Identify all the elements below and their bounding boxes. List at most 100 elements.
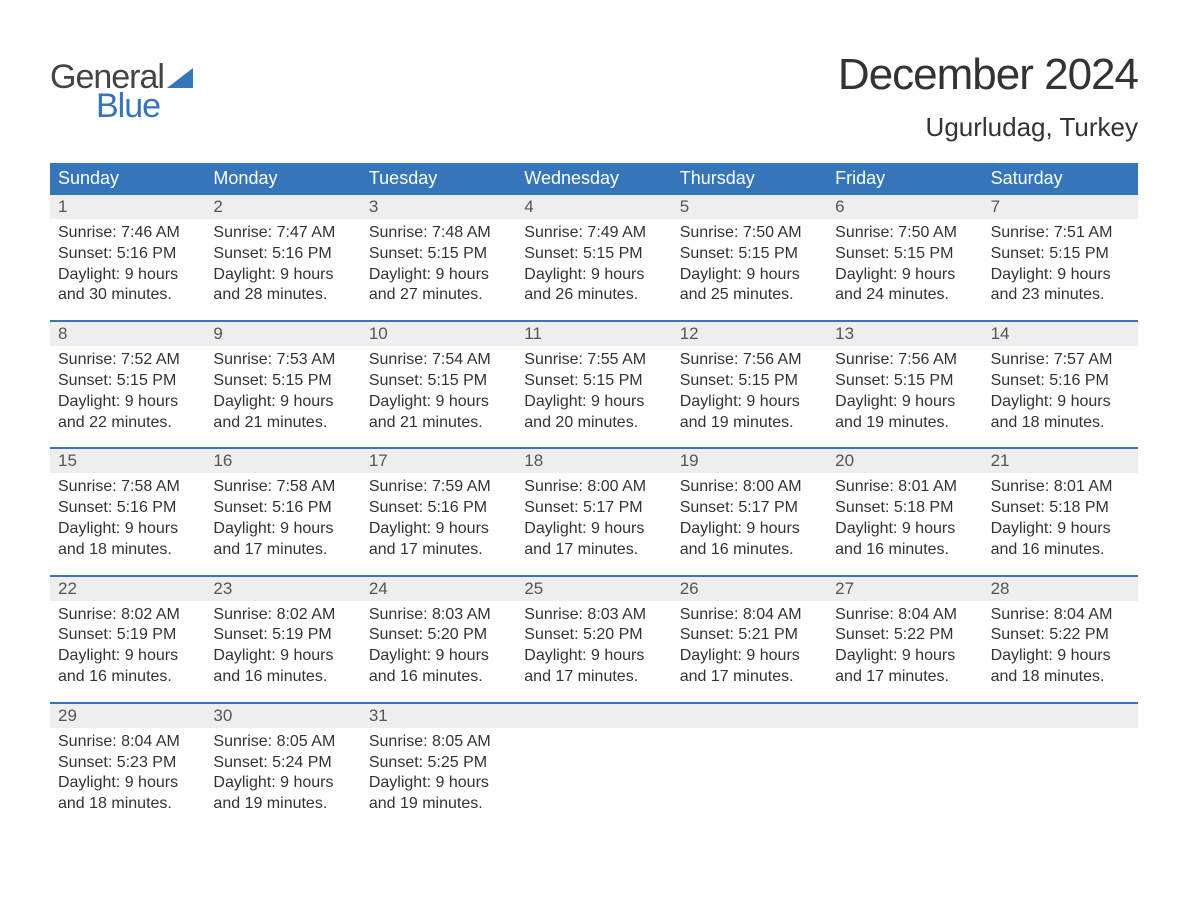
sunrise-line: Sunrise: 7:47 AM: [213, 223, 352, 244]
sunrise-line: Sunrise: 7:58 AM: [213, 477, 352, 498]
weekday-header-row: SundayMondayTuesdayWednesdayThursdayFrid…: [50, 163, 1138, 195]
week-row: 22232425262728Sunrise: 8:02 AMSunset: 5:…: [50, 575, 1138, 688]
sunset-line: Sunset: 5:23 PM: [58, 753, 197, 774]
weeks-container: 1234567Sunrise: 7:46 AMSunset: 5:16 PMDa…: [50, 195, 1138, 815]
daylight-line: Daylight: 9 hours and 22 minutes.: [58, 392, 197, 434]
sunset-line: Sunset: 5:16 PM: [991, 371, 1130, 392]
day-cell: Sunrise: 8:02 AMSunset: 5:19 PMDaylight:…: [50, 601, 205, 688]
sunset-line: Sunset: 5:16 PM: [58, 498, 197, 519]
sunrise-line: Sunrise: 8:03 AM: [524, 605, 663, 626]
day-number: 23: [205, 577, 360, 601]
sunrise-line: Sunrise: 8:02 AM: [213, 605, 352, 626]
daynum-row: 891011121314: [50, 322, 1138, 346]
day-cell: Sunrise: 8:04 AMSunset: 5:23 PMDaylight:…: [50, 728, 205, 815]
logo: General Blue: [50, 50, 197, 126]
sunset-line: Sunset: 5:15 PM: [835, 371, 974, 392]
daylight-line: Daylight: 9 hours and 25 minutes.: [680, 265, 819, 307]
sunset-line: Sunset: 5:22 PM: [991, 625, 1130, 646]
day-number: 12: [672, 322, 827, 346]
day-cell: Sunrise: 8:02 AMSunset: 5:19 PMDaylight:…: [205, 601, 360, 688]
daybody-row: Sunrise: 8:04 AMSunset: 5:23 PMDaylight:…: [50, 728, 1138, 815]
daylight-line: Daylight: 9 hours and 16 minutes.: [991, 519, 1130, 561]
weekday-header: Sunday: [50, 163, 205, 195]
sunrise-line: Sunrise: 8:04 AM: [680, 605, 819, 626]
daylight-line: Daylight: 9 hours and 16 minutes.: [369, 646, 508, 688]
day-number: 18: [516, 449, 671, 473]
day-cell: Sunrise: 8:00 AMSunset: 5:17 PMDaylight:…: [672, 473, 827, 560]
daylight-line: Daylight: 9 hours and 16 minutes.: [835, 519, 974, 561]
daybody-row: Sunrise: 7:52 AMSunset: 5:15 PMDaylight:…: [50, 346, 1138, 433]
day-cell: Sunrise: 8:03 AMSunset: 5:20 PMDaylight:…: [516, 601, 671, 688]
day-number: 9: [205, 322, 360, 346]
day-number: 26: [672, 577, 827, 601]
day-cell: Sunrise: 7:58 AMSunset: 5:16 PMDaylight:…: [50, 473, 205, 560]
daylight-line: Daylight: 9 hours and 18 minutes.: [58, 519, 197, 561]
daylight-line: Daylight: 9 hours and 18 minutes.: [991, 646, 1130, 688]
sunrise-line: Sunrise: 7:54 AM: [369, 350, 508, 371]
day-cell: Sunrise: 8:05 AMSunset: 5:25 PMDaylight:…: [361, 728, 516, 815]
day-number: 11: [516, 322, 671, 346]
day-number: 27: [827, 577, 982, 601]
sunset-line: Sunset: 5:22 PM: [835, 625, 974, 646]
header: General Blue December 2024 Ugurludag, Tu…: [50, 50, 1138, 143]
day-number: 13: [827, 322, 982, 346]
sunset-line: Sunset: 5:17 PM: [680, 498, 819, 519]
sunset-line: Sunset: 5:15 PM: [58, 371, 197, 392]
day-cell: Sunrise: 8:01 AMSunset: 5:18 PMDaylight:…: [983, 473, 1138, 560]
sunset-line: Sunset: 5:16 PM: [369, 498, 508, 519]
weekday-header: Saturday: [983, 163, 1138, 195]
daybody-row: Sunrise: 7:46 AMSunset: 5:16 PMDaylight:…: [50, 219, 1138, 306]
weekday-header: Wednesday: [516, 163, 671, 195]
calendar: SundayMondayTuesdayWednesdayThursdayFrid…: [50, 163, 1138, 815]
daylight-line: Daylight: 9 hours and 16 minutes.: [58, 646, 197, 688]
day-cell: Sunrise: 7:58 AMSunset: 5:16 PMDaylight:…: [205, 473, 360, 560]
sunset-line: Sunset: 5:18 PM: [835, 498, 974, 519]
day-number: 30: [205, 704, 360, 728]
day-number: 20: [827, 449, 982, 473]
daylight-line: Daylight: 9 hours and 27 minutes.: [369, 265, 508, 307]
sunset-line: Sunset: 5:15 PM: [369, 371, 508, 392]
day-cell: [827, 728, 982, 815]
day-number: 17: [361, 449, 516, 473]
day-number: 16: [205, 449, 360, 473]
calendar-page: General Blue December 2024 Ugurludag, Tu…: [0, 0, 1188, 845]
sunset-line: Sunset: 5:15 PM: [991, 244, 1130, 265]
daylight-line: Daylight: 9 hours and 19 minutes.: [680, 392, 819, 434]
day-cell: [672, 728, 827, 815]
day-cell: Sunrise: 7:50 AMSunset: 5:15 PMDaylight:…: [672, 219, 827, 306]
sunrise-line: Sunrise: 7:49 AM: [524, 223, 663, 244]
sunset-line: Sunset: 5:16 PM: [213, 498, 352, 519]
sunset-line: Sunset: 5:19 PM: [58, 625, 197, 646]
sunrise-line: Sunrise: 7:50 AM: [680, 223, 819, 244]
day-number: [827, 704, 982, 728]
day-number: 19: [672, 449, 827, 473]
daylight-line: Daylight: 9 hours and 19 minutes.: [213, 773, 352, 815]
sunrise-line: Sunrise: 8:02 AM: [58, 605, 197, 626]
week-row: 1234567Sunrise: 7:46 AMSunset: 5:16 PMDa…: [50, 195, 1138, 306]
daynum-row: 22232425262728: [50, 577, 1138, 601]
daynum-row: 293031: [50, 704, 1138, 728]
sunrise-line: Sunrise: 7:59 AM: [369, 477, 508, 498]
day-cell: Sunrise: 7:54 AMSunset: 5:15 PMDaylight:…: [361, 346, 516, 433]
daylight-line: Daylight: 9 hours and 16 minutes.: [680, 519, 819, 561]
day-number: 2: [205, 195, 360, 219]
sunrise-line: Sunrise: 8:05 AM: [369, 732, 508, 753]
day-cell: Sunrise: 7:49 AMSunset: 5:15 PMDaylight:…: [516, 219, 671, 306]
day-cell: Sunrise: 7:52 AMSunset: 5:15 PMDaylight:…: [50, 346, 205, 433]
sunrise-line: Sunrise: 7:51 AM: [991, 223, 1130, 244]
day-cell: Sunrise: 7:46 AMSunset: 5:16 PMDaylight:…: [50, 219, 205, 306]
day-number: 3: [361, 195, 516, 219]
sunrise-line: Sunrise: 7:48 AM: [369, 223, 508, 244]
day-number: 22: [50, 577, 205, 601]
day-number: 6: [827, 195, 982, 219]
day-number: 4: [516, 195, 671, 219]
daylight-line: Daylight: 9 hours and 17 minutes.: [835, 646, 974, 688]
sunset-line: Sunset: 5:20 PM: [369, 625, 508, 646]
sunset-line: Sunset: 5:21 PM: [680, 625, 819, 646]
day-number: [672, 704, 827, 728]
week-row: 293031Sunrise: 8:04 AMSunset: 5:23 PMDay…: [50, 702, 1138, 815]
daylight-line: Daylight: 9 hours and 16 minutes.: [213, 646, 352, 688]
sunrise-line: Sunrise: 8:01 AM: [991, 477, 1130, 498]
day-cell: Sunrise: 7:53 AMSunset: 5:15 PMDaylight:…: [205, 346, 360, 433]
sunset-line: Sunset: 5:15 PM: [524, 244, 663, 265]
